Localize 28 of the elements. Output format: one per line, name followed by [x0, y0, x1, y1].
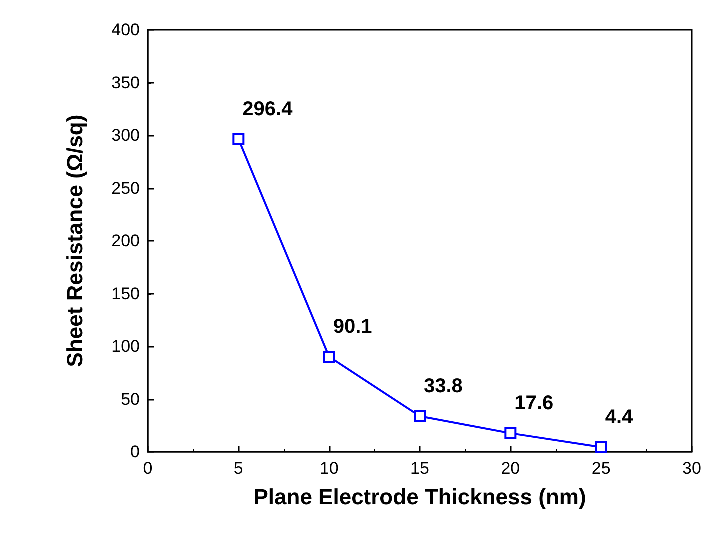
y-tick-label: 250 — [112, 178, 140, 198]
data-label: 4.4 — [605, 406, 634, 428]
data-label: 17.6 — [514, 392, 554, 414]
y-tick-label: 0 — [130, 442, 140, 462]
y-tick-label: 50 — [121, 390, 140, 409]
x-tick-label: 20 — [501, 459, 520, 478]
data-label: 33.8 — [424, 375, 463, 398]
y-axis-title: Sheet Resistance (Ω/sq) — [62, 114, 88, 368]
x-axis-title: Plane Electrode Thickness (nm) — [254, 484, 586, 510]
x-tick-label: 5 — [234, 459, 244, 478]
y-tick-label: 150 — [112, 284, 140, 304]
x-tick-label: 10 — [320, 459, 339, 478]
x-tick-label: 15 — [410, 459, 430, 478]
point — [323, 350, 336, 363]
y-tick-label: 300 — [112, 126, 140, 145]
x-tick-label: 25 — [592, 459, 611, 478]
y-tick-label: 200 — [112, 232, 140, 250]
x-tick-label: 30 — [682, 459, 702, 478]
point — [414, 410, 426, 422]
y-tick-label: 400 — [112, 20, 140, 40]
y-tick-label: 350 — [112, 73, 140, 92]
y-tick-label: 100 — [112, 337, 140, 356]
x-tick-label: 0 — [143, 459, 153, 478]
point — [595, 441, 608, 454]
point — [232, 133, 245, 146]
data-label: 296.4 — [242, 98, 294, 120]
data-label: 90.1 — [333, 316, 372, 338]
point — [504, 427, 517, 440]
